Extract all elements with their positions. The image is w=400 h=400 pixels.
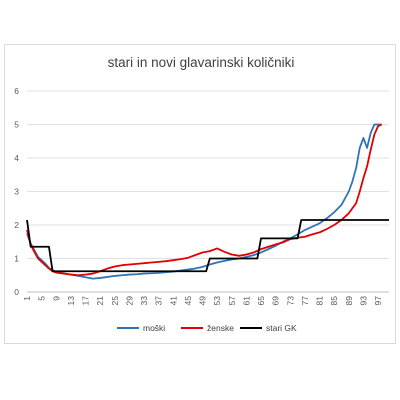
x-tick-label: 89 (344, 296, 354, 306)
y-tick-label: 4 (14, 153, 19, 163)
series-layer (26, 123, 389, 280)
x-tick-label: 45 (183, 296, 193, 306)
x-tick-label: 97 (373, 296, 383, 306)
x-tick-label: 73 (285, 296, 295, 306)
x-tick-label: 1 (22, 296, 32, 301)
y-tick-label: 6 (14, 86, 19, 96)
x-tick-label: 81 (315, 296, 325, 306)
x-tick-label: 17 (81, 296, 91, 306)
x-tick-label: 57 (227, 296, 237, 306)
x-tick-label: 13 (66, 296, 76, 306)
x-tick-label: 69 (271, 296, 281, 306)
y-tick-label: 3 (14, 187, 19, 197)
legend-label: ženske (207, 323, 234, 333)
legend-label: stari GK (266, 323, 297, 333)
x-tick-label: 9 (51, 296, 61, 301)
x-tick-label: 21 (95, 296, 105, 306)
series-line (26, 123, 382, 280)
x-tick-label: 49 (198, 296, 208, 306)
chart-title: stari in novi glavarinski količniki (107, 55, 295, 70)
x-tick-label: 33 (139, 296, 149, 306)
series-line (26, 123, 383, 277)
x-tick-label: 53 (212, 296, 222, 306)
y-tick-label: 5 (14, 120, 19, 130)
legend: moški ženske stari GK (117, 323, 297, 333)
series-line (26, 219, 389, 273)
x-tick-label: 93 (358, 296, 368, 306)
x-tick-label: 77 (300, 296, 310, 306)
y-tick-label: 2 (14, 220, 19, 230)
x-tick-label: 25 (110, 296, 120, 306)
x-tick-label: 65 (256, 296, 266, 306)
x-tick-label: 37 (154, 296, 164, 306)
x-tick-label: 41 (168, 296, 178, 306)
x-tick-label: 61 (241, 296, 251, 306)
x-tick-label: 5 (37, 296, 47, 301)
x-tick-label: 29 (124, 296, 134, 306)
legend-label: moški (143, 323, 165, 333)
y-tick-label: 1 (14, 254, 19, 264)
y-tick-label: 0 (14, 287, 19, 297)
x-tick-label: 85 (329, 296, 339, 306)
